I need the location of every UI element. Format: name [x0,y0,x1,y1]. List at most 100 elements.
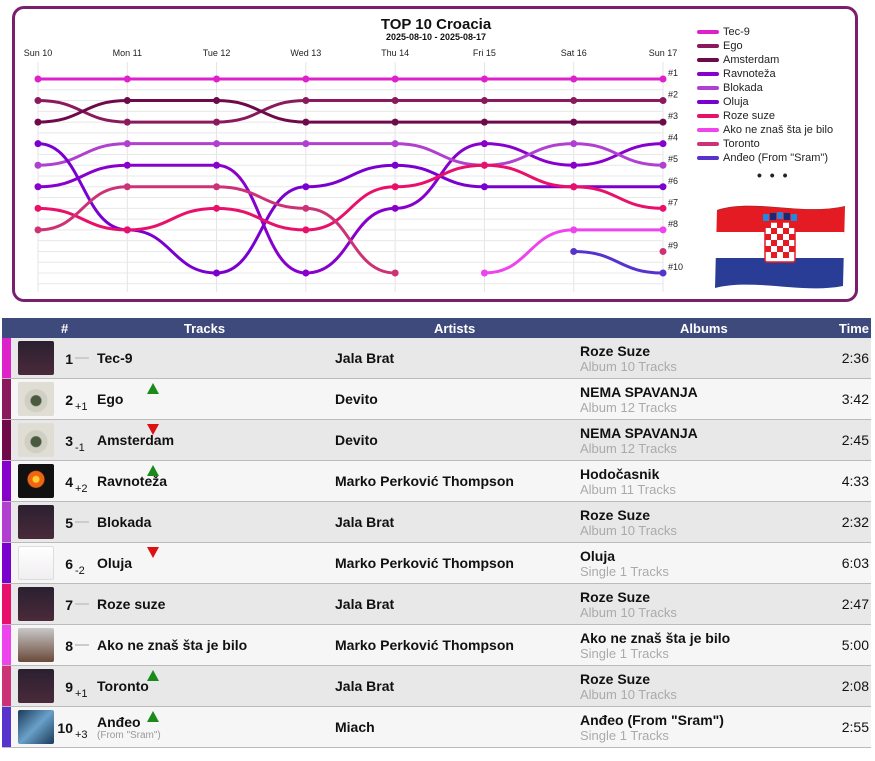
legend-item[interactable]: Amsterdam [697,53,867,67]
data-point[interactable] [391,183,399,191]
data-point[interactable] [570,247,578,255]
table-row[interactable]: 8 Ako ne znaš šta je bilo Marko Perković T… [2,624,871,666]
data-point[interactable] [302,226,310,234]
track-title[interactable]: Anđeo [97,713,141,730]
legend-item[interactable]: Blokada [697,81,867,95]
track-title[interactable]: Oluja [97,555,133,571]
data-point[interactable] [659,183,667,191]
data-point[interactable] [123,140,131,148]
album-name[interactable]: Roze Suze [580,670,651,687]
data-point[interactable] [659,247,667,255]
data-point[interactable] [213,204,221,212]
album-name[interactable]: NEMA SPAVANJA [580,383,698,400]
data-point[interactable] [34,226,42,234]
data-point[interactable] [570,226,578,234]
artist-name[interactable]: Marko Perković Thompson [335,473,514,489]
data-point[interactable] [302,183,310,191]
album-cover-icon[interactable] [18,710,54,744]
series-line[interactable] [37,99,663,124]
album-name[interactable]: Hodočasnik [580,465,660,482]
data-point[interactable] [659,140,667,148]
data-point[interactable] [391,161,399,169]
album-name[interactable]: Roze Suze [580,342,651,359]
data-point[interactable] [391,75,399,83]
data-point[interactable] [123,183,131,191]
data-point[interactable] [213,118,221,126]
data-point[interactable] [302,75,310,83]
data-point[interactable] [659,204,667,212]
data-point[interactable] [480,97,488,105]
legend-item[interactable]: Ego [697,39,867,53]
data-point[interactable] [659,269,667,277]
data-point[interactable] [480,118,488,126]
track-title[interactable]: Amsterdam [97,432,175,448]
data-point[interactable] [659,75,667,83]
data-point[interactable] [123,97,131,105]
data-point[interactable] [480,140,488,148]
data-point[interactable] [34,161,42,169]
album-cover-icon[interactable] [18,423,54,457]
album-name[interactable]: Oluja [580,547,616,564]
data-point[interactable] [302,118,310,126]
data-point[interactable] [213,269,221,277]
data-point[interactable] [570,161,578,169]
data-point[interactable] [34,140,42,148]
data-point[interactable] [123,226,131,234]
data-point[interactable] [34,204,42,212]
data-point[interactable] [391,269,399,277]
header-tracks[interactable]: Tracks [75,318,334,338]
album-cover-icon[interactable] [18,628,54,662]
album-name[interactable]: Anđeo (From "Sram") [580,711,724,728]
data-point[interactable] [213,183,221,191]
table-row[interactable]: 4 +2 Ravnoteža Marko Perković Thompson Hodoč… [2,460,871,502]
data-point[interactable] [123,161,131,169]
series-line[interactable] [37,142,664,167]
data-point[interactable] [480,161,488,169]
data-point[interactable] [570,97,578,105]
artist-name[interactable]: Miach [335,719,375,735]
album-name[interactable]: Roze Suze [580,506,651,523]
album-cover-icon[interactable] [18,669,54,703]
album-cover-icon[interactable] [18,546,54,580]
header-artists[interactable]: Artists [334,318,580,338]
artist-name[interactable]: Jala Brat [335,596,395,612]
data-point[interactable] [391,140,399,148]
table-row[interactable]: 5 Blokada Jala Brat Roze Suze Album 10 Track… [2,501,871,543]
data-point[interactable] [659,97,667,105]
data-point[interactable] [302,269,310,277]
data-point[interactable] [213,75,221,83]
series-line[interactable] [37,142,664,275]
series-line[interactable] [37,163,664,232]
header-time[interactable]: Time [740,318,871,338]
table-row[interactable]: 3 -1 Amsterdam Devito NEMA SPAVANJA Album 12 … [2,419,871,461]
artist-name[interactable]: Devito [335,432,378,448]
series-line[interactable] [573,249,664,275]
legend-item[interactable]: Anđeo (From "Sram") [697,151,867,165]
data-point[interactable] [34,75,42,83]
artist-name[interactable]: Marko Perković Thompson [335,637,514,653]
legend-more-icon[interactable]: • • • [757,167,790,183]
data-point[interactable] [659,226,667,234]
data-point[interactable] [34,118,42,126]
table-row[interactable]: 9 +1 Toronto Jala Brat Roze Suze Album 10 Tra… [2,665,871,707]
track-title[interactable]: Ego [97,391,124,407]
album-name[interactable]: Roze Suze [580,588,651,605]
table-row[interactable]: 7 Roze suze Jala Brat Roze Suze Album 10 Tra… [2,583,871,625]
track-title[interactable]: Ako ne znaš šta je bilo [97,637,248,653]
data-point[interactable] [480,269,488,277]
track-title[interactable]: Ravnoteža [97,473,168,489]
artist-name[interactable]: Devito [335,391,378,407]
album-name[interactable]: Ako ne znaš šta je bilo [580,629,731,646]
data-point[interactable] [302,97,310,105]
track-title[interactable]: Tec-9 [97,350,133,366]
data-point[interactable] [123,75,131,83]
legend-item[interactable]: Ako ne znaš šta je bilo [697,123,867,137]
album-name[interactable]: NEMA SPAVANJA [580,424,698,441]
album-cover-icon[interactable] [18,341,54,375]
header-num[interactable]: # [61,318,75,338]
legend-item[interactable]: Tec-9 [697,25,867,39]
data-point[interactable] [391,204,399,212]
data-point[interactable] [480,183,488,191]
album-cover-icon[interactable] [18,464,54,498]
data-point[interactable] [213,161,221,169]
